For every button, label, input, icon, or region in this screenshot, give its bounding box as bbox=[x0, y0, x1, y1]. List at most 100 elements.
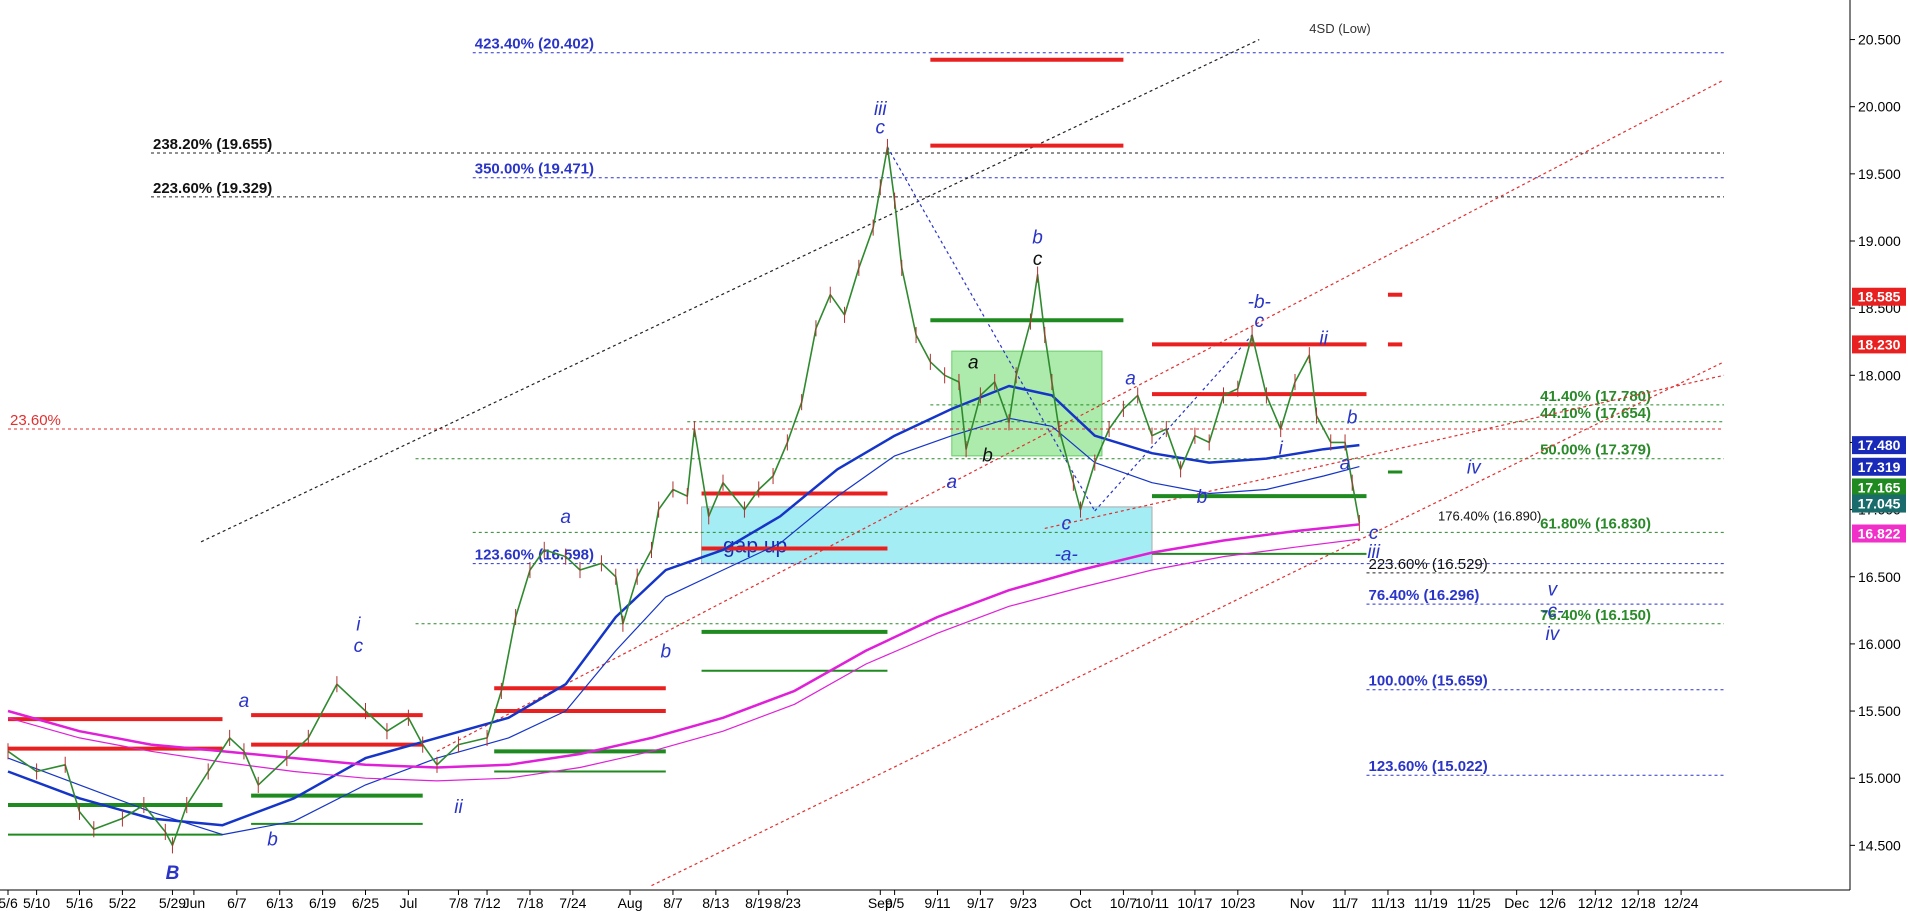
wave-label-4: a bbox=[968, 353, 979, 374]
x-tick-label-19: 8/23 bbox=[774, 895, 801, 911]
x-tick-label-0: 5/6 bbox=[0, 895, 18, 911]
x-tick-label-30: Nov bbox=[1290, 895, 1315, 911]
x-tick-label-39: 12/24 bbox=[1664, 895, 1699, 911]
fib-label-12: 76.40% (16.150) bbox=[1540, 607, 1651, 624]
wave-label-18: iii bbox=[1367, 542, 1380, 563]
price-tag-0: 18.585 bbox=[1858, 289, 1901, 305]
x-tick-label-27: 10/11 bbox=[1135, 895, 1169, 911]
x-tick-label-24: 9/23 bbox=[1010, 895, 1037, 911]
trend-line-3 bbox=[651, 361, 1725, 887]
wave-label-17: c bbox=[1369, 523, 1379, 544]
trend-line-4 bbox=[886, 146, 1096, 512]
x-tick-label-22: 9/11 bbox=[924, 895, 950, 911]
wave-label-5: b bbox=[982, 445, 993, 466]
price-tag-3: 17.319 bbox=[1858, 459, 1901, 475]
x-tick-label-11: 7/8 bbox=[449, 895, 469, 911]
y-tick-label-12: 20.500 bbox=[1858, 32, 1901, 48]
x-tick-label-32: 11/13 bbox=[1371, 895, 1405, 911]
x-tick-label-34: 11/25 bbox=[1457, 895, 1491, 911]
wave-label-22: iv bbox=[1546, 624, 1561, 645]
price-series bbox=[7, 138, 1361, 854]
fib-label-1: 238.20% (19.655) bbox=[153, 136, 272, 153]
price-tag-bg-0 bbox=[1852, 287, 1906, 306]
wave-label-13: ii bbox=[1319, 328, 1328, 349]
wave-label-3: c bbox=[1033, 249, 1043, 270]
y-tick-label-9: 19.000 bbox=[1858, 233, 1901, 249]
zone-box-1 bbox=[951, 350, 1103, 457]
x-tick-label-14: 7/24 bbox=[559, 895, 586, 911]
fib-label-2: 350.00% (19.471) bbox=[475, 161, 594, 178]
x-tick-label-9: 6/25 bbox=[352, 895, 379, 911]
wave-label-11: -b- bbox=[1248, 292, 1271, 313]
y-tick-label-10: 19.500 bbox=[1858, 166, 1901, 182]
fib-label-7: 50.00% (17.379) bbox=[1540, 442, 1651, 459]
price-tag-bg-3 bbox=[1852, 457, 1906, 476]
x-tick-label-10: Jul bbox=[399, 895, 417, 911]
fib-label-14: 123.60% (15.022) bbox=[1369, 758, 1488, 775]
extra-label-1: 4SD (Low) bbox=[1309, 21, 1370, 36]
price-line bbox=[7, 146, 1361, 847]
y-tick-label-7: 18.000 bbox=[1858, 367, 1901, 383]
price-tag-bg-2 bbox=[1852, 436, 1906, 455]
wave-label-30: B bbox=[166, 863, 180, 884]
x-tick-label-3: 5/22 bbox=[109, 895, 136, 911]
wave-label-21: -c- bbox=[1541, 601, 1563, 622]
trend-line-5 bbox=[1094, 334, 1253, 512]
x-tick-label-18: 8/19 bbox=[745, 895, 772, 911]
y-tick-label-2: 15.500 bbox=[1858, 703, 1901, 719]
y-tick-label-0: 14.500 bbox=[1858, 837, 1901, 853]
x-tick-label-21: 9/5 bbox=[885, 895, 905, 911]
fib-label-13: 100.00% (15.659) bbox=[1369, 673, 1488, 690]
wave-label-24: b bbox=[661, 641, 672, 662]
x-tick-label-7: 6/13 bbox=[266, 895, 293, 911]
x-tick-label-6: 6/7 bbox=[227, 895, 247, 911]
wave-label-20: v bbox=[1548, 580, 1559, 601]
price-tag-bg-6 bbox=[1852, 524, 1906, 543]
x-tick-label-37: 12/12 bbox=[1578, 895, 1613, 911]
price-tag-5: 17.045 bbox=[1858, 496, 1901, 512]
wave-label-9: a bbox=[1125, 369, 1136, 390]
trend-line-2 bbox=[1044, 374, 1725, 529]
x-tick-label-5: Jun bbox=[183, 895, 206, 911]
trend-line-1 bbox=[436, 79, 1725, 752]
x-tick-label-36: 12/6 bbox=[1539, 895, 1566, 911]
y-axis-panel bbox=[1850, 0, 1908, 911]
wave-label-16: a bbox=[1340, 453, 1351, 474]
wave-label-28: b bbox=[267, 829, 278, 850]
x-tick-label-13: 7/18 bbox=[516, 895, 543, 911]
wave-label-7: c bbox=[1061, 514, 1071, 535]
wave-label-26: c bbox=[354, 636, 364, 657]
wave-label-8: -a- bbox=[1055, 545, 1078, 566]
price-tag-6: 16.822 bbox=[1858, 526, 1901, 542]
moving-average-0 bbox=[7, 384, 1360, 827]
x-tick-label-12: 7/12 bbox=[473, 895, 500, 911]
price-tag-2: 17.480 bbox=[1858, 437, 1901, 453]
extra-label-0: 176.40% (16.890) bbox=[1438, 508, 1541, 523]
support-resistance-levels bbox=[8, 57, 1403, 836]
x-tick-label-15: Aug bbox=[618, 895, 643, 911]
wave-label-0: iii bbox=[874, 99, 887, 120]
wave-label-14: i bbox=[1279, 439, 1284, 460]
x-tick-label-38: 12/18 bbox=[1621, 895, 1656, 911]
annotations: iiicbcabac-a-ab-b-ciiibaciiiivv-c-ivabic… bbox=[166, 99, 1564, 884]
fib-label-0: 423.40% (20.402) bbox=[475, 36, 594, 53]
wave-label-2: b bbox=[1032, 228, 1043, 249]
x-tick-label-25: Oct bbox=[1070, 895, 1092, 911]
price-tag-1: 18.230 bbox=[1858, 336, 1901, 352]
x-tick-label-1: 5/10 bbox=[23, 895, 50, 911]
x-tick-label-17: 8/13 bbox=[702, 895, 729, 911]
wave-label-25: i bbox=[356, 614, 361, 635]
y-tick-label-11: 20.000 bbox=[1858, 99, 1901, 115]
price-tag-4: 17.165 bbox=[1858, 479, 1901, 495]
fib-label-8: 61.80% (16.830) bbox=[1540, 515, 1651, 532]
fib-label-6: 23.60% bbox=[10, 412, 61, 429]
x-tick-label-29: 10/23 bbox=[1220, 895, 1255, 911]
y-tick-label-3: 16.000 bbox=[1858, 636, 1901, 652]
x-tick-label-26: 10/7 bbox=[1110, 895, 1137, 911]
fibonacci-levels: 423.40% (20.402) 238.20% (19.655) 350.00% … bbox=[8, 21, 1724, 776]
x-tick-label-4: 5/29 bbox=[159, 895, 186, 911]
zone-label-0: gap up bbox=[723, 535, 787, 558]
